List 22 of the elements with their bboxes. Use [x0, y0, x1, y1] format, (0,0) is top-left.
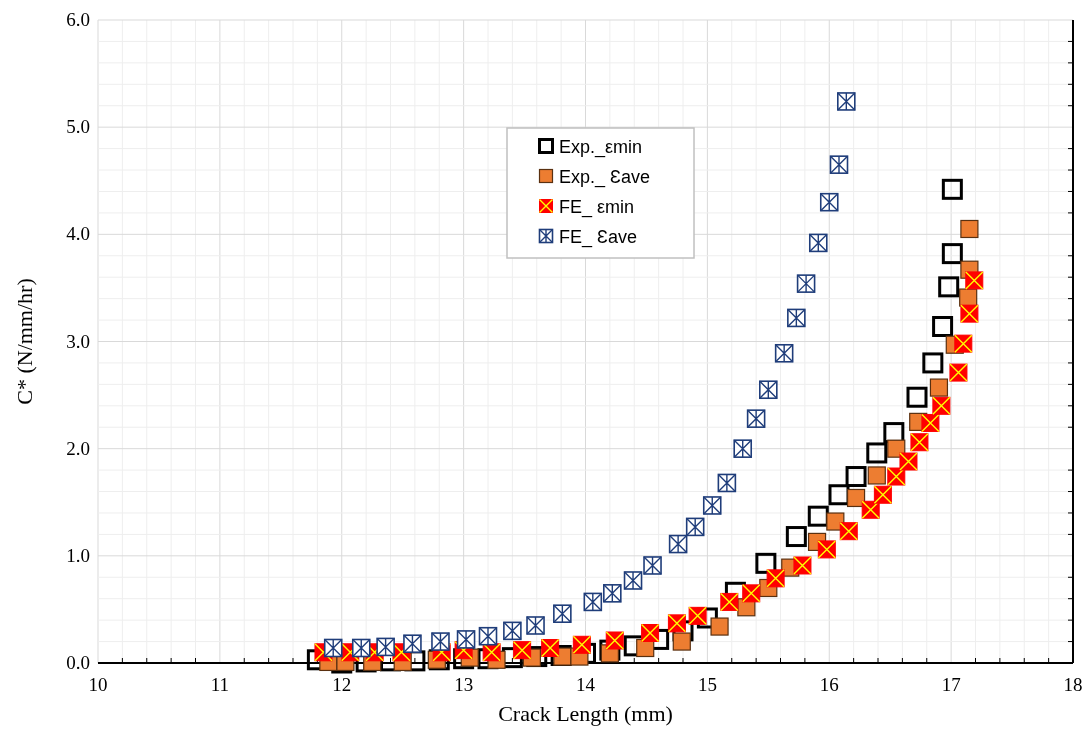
y-tick-label: 5.0 [66, 116, 90, 138]
y-tick-label: 1.0 [66, 544, 90, 566]
x-tick-label: 18 [1063, 674, 1083, 695]
y-tick-label: 4.0 [66, 223, 90, 245]
x-tick-label: 11 [210, 674, 230, 695]
y-tick-label: 3.0 [66, 330, 90, 352]
legend-label: Exp._ Ɛave [559, 167, 650, 188]
x-tick-label: 13 [454, 674, 474, 695]
x-axis-title: Crack Length (mm) [498, 701, 673, 726]
y-tick-label: 2.0 [66, 437, 90, 459]
x-tick-label: 12 [332, 674, 352, 695]
legend-label: FE_ εmin [559, 197, 635, 218]
x-tick-label: 17 [941, 674, 961, 695]
legend-label: Exp._εmin [559, 137, 643, 158]
x-tick-label: 14 [576, 674, 596, 695]
x-tick-label: 16 [819, 674, 839, 695]
x-tick-label: 15 [697, 674, 717, 695]
y-axis-title: C* (N/mm/hr) [12, 278, 37, 405]
x-tick-label: 10 [88, 674, 108, 695]
y-tick-label: 6.0 [66, 9, 90, 30]
legend-label: FE_ Ɛave [559, 227, 637, 248]
y-tick-label: 0.0 [66, 652, 90, 673]
